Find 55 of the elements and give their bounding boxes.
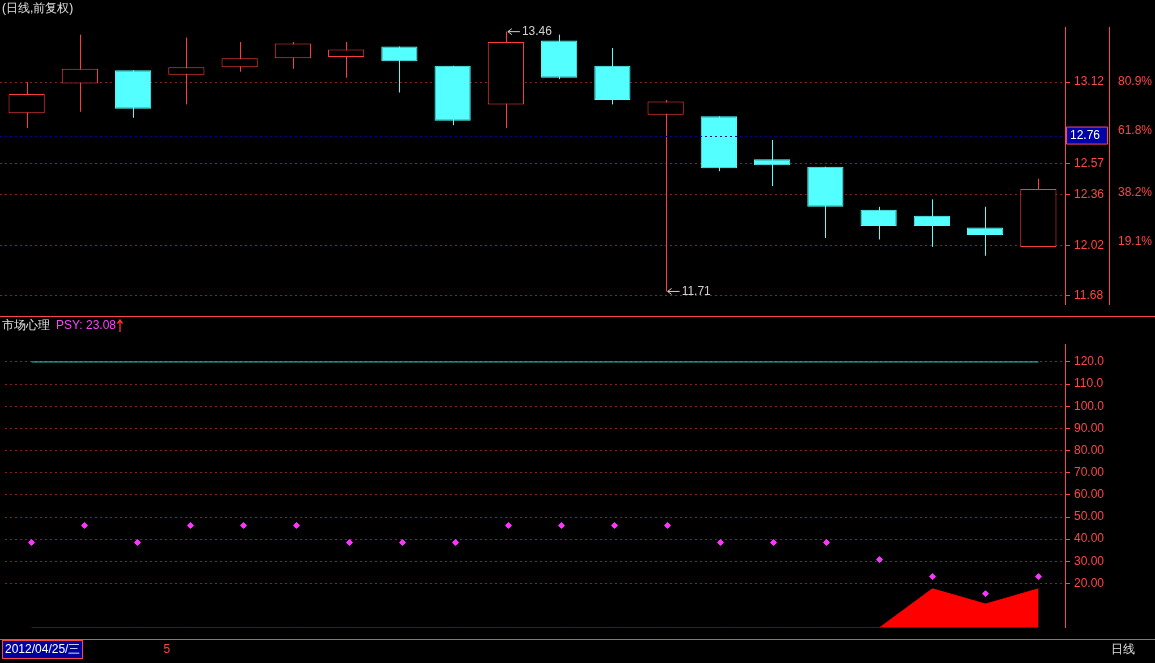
text: 2012/04/25/三 (2, 639, 84, 659)
y2-tick-label: 38.2% (1118, 184, 1153, 199)
point (611, 521, 618, 529)
candlestick (328, 41, 365, 79)
point (1035, 573, 1042, 581)
point (664, 521, 671, 529)
point (134, 539, 141, 546)
y-tick-label: 20.00 (1074, 575, 1105, 590)
point (929, 573, 936, 581)
y-tick-label: 12.36 (1074, 187, 1105, 202)
y-tick-label: 30.00 (1074, 553, 1105, 568)
y2-tick-label: 80.9% (1118, 73, 1153, 88)
chart-title: (日线,前复权) (2, 0, 74, 17)
point (505, 521, 512, 529)
candlestick (221, 41, 258, 73)
chart-title: 市场心理 (2, 316, 50, 334)
candlestick (168, 37, 205, 105)
point (982, 590, 989, 598)
y-tick-label: 80.00 (1074, 442, 1105, 457)
point (81, 521, 88, 529)
annotation: 13.46 (521, 23, 553, 38)
y-tick-label: 110.0 (1074, 376, 1104, 391)
text: 日线 (1111, 640, 1135, 658)
y-tick-label: 120.0 (1074, 354, 1105, 369)
point (28, 539, 35, 546)
y2-tick-label: 61.8% (1118, 123, 1153, 138)
candlestick (754, 139, 791, 187)
candlestick (647, 99, 684, 292)
y-tick-label: 60.00 (1074, 487, 1105, 502)
ref-line-label: 12.76 (1070, 127, 1101, 142)
y-tick-label: 40.00 (1074, 531, 1105, 546)
y-tick-label: 12.57 (1074, 156, 1105, 171)
y-tick-label: 90.00 (1074, 420, 1105, 435)
point (187, 521, 194, 529)
y-tick-label: 12.02 (1074, 237, 1105, 252)
point (240, 521, 247, 529)
point (293, 521, 300, 529)
y-tick-label: 11.68 (1074, 288, 1104, 303)
y-tick-label: 50.00 (1074, 509, 1105, 524)
y-tick-label: 13.12 (1074, 74, 1105, 89)
point (452, 539, 459, 546)
point (399, 539, 406, 546)
annotation: 11.71 (681, 283, 712, 298)
y-tick-label: 70.00 (1074, 465, 1105, 480)
y-tick-label: 100.0 (1074, 398, 1105, 413)
y2-tick-label: 19.1% (1118, 234, 1153, 249)
point (346, 539, 353, 546)
candlestick (967, 206, 1004, 257)
chart-subtitle: PSY: 23.08 (56, 318, 117, 332)
point (558, 521, 565, 529)
point (876, 556, 883, 564)
point (770, 539, 777, 546)
text: 5 (163, 642, 171, 656)
point (823, 539, 830, 546)
point (717, 539, 724, 546)
